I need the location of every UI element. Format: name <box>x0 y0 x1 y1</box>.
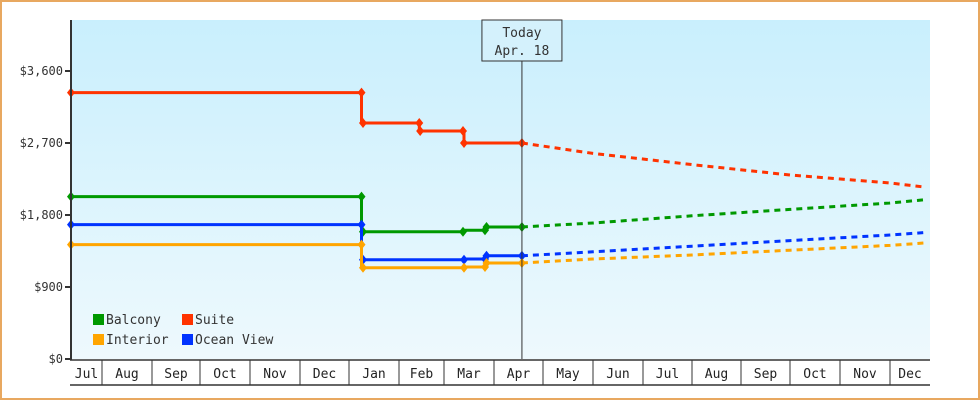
y-tick-label: $2,700 <box>20 136 63 150</box>
data-point-marker[interactable] <box>460 138 468 148</box>
y-tick-label: $1,800 <box>20 208 63 222</box>
data-point-marker[interactable] <box>459 226 467 237</box>
data-point-marker[interactable] <box>359 118 367 128</box>
today-box <box>481 19 563 62</box>
data-point-marker[interactable] <box>460 262 468 273</box>
data-point-marker[interactable] <box>459 126 467 136</box>
x-tick-label: Jun <box>606 367 629 382</box>
data-point-marker[interactable] <box>357 219 366 230</box>
today-marker: Today Apr. 18 <box>481 19 563 359</box>
data-point-marker[interactable] <box>415 118 424 128</box>
x-tick-label: Jan <box>362 367 385 382</box>
x-tick-label: Dec <box>313 367 336 382</box>
series-layer <box>67 87 925 273</box>
data-point-marker[interactable] <box>357 191 366 202</box>
x-tick-label: Apr <box>507 367 531 382</box>
data-point-marker[interactable] <box>482 222 491 232</box>
today-date: Apr. 18 <box>495 44 550 59</box>
series-ocean-view <box>67 219 925 265</box>
x-tick-label: Aug <box>705 367 728 382</box>
data-point-marker[interactable] <box>357 239 366 250</box>
series-suite <box>67 87 925 189</box>
projected-line <box>521 198 925 229</box>
x-tick-label: May <box>556 367 580 382</box>
today-label: Today <box>502 26 541 41</box>
x-tick-label: Jul <box>656 367 679 382</box>
x-tick-label: Mar <box>457 367 481 382</box>
plot-area <box>71 20 930 359</box>
x-tick-label: Sep <box>754 367 778 382</box>
data-point-marker[interactable] <box>359 262 367 273</box>
legend-label: Interior <box>106 333 169 348</box>
data-point-marker[interactable] <box>482 258 491 268</box>
x-tick-label: Sep <box>164 367 188 382</box>
legend-swatch <box>182 334 193 345</box>
x-tick-label: Dec <box>898 367 921 382</box>
projected-line <box>521 141 925 189</box>
legend-swatch <box>93 334 104 345</box>
projected-line <box>521 231 925 258</box>
x-tick-label: Oct <box>213 367 236 382</box>
y-tick-label: $3,600 <box>20 64 63 78</box>
data-point-marker[interactable] <box>416 126 425 136</box>
legend-label: Balcony <box>106 313 161 328</box>
projected-line <box>521 241 925 265</box>
series-balcony <box>67 191 925 237</box>
x-tick-label: Jul <box>75 367 98 382</box>
x-tick-label: Feb <box>410 367 434 382</box>
y-tick-label: $900 <box>34 280 63 294</box>
data-point-marker[interactable] <box>482 250 491 261</box>
y-tick-label: $0 <box>49 352 63 366</box>
axes: $0 $900 $1,800 $2,700 $3,600 Jul Aug Sep Oct Nov D… <box>20 20 930 386</box>
legend: Balcony Suite Interior Ocean View <box>93 313 273 348</box>
x-tick-label: Nov <box>853 367 877 382</box>
data-point-marker[interactable] <box>460 254 468 265</box>
legend-label: Suite <box>195 313 234 328</box>
data-point-marker[interactable] <box>357 87 366 98</box>
legend-label: Ocean View <box>195 333 273 348</box>
x-tick-label: Aug <box>115 367 138 382</box>
legend-swatch <box>93 314 104 325</box>
x-tick-label: Oct <box>803 367 826 382</box>
x-tick-label: Nov <box>263 367 287 382</box>
legend-swatch <box>182 314 193 325</box>
